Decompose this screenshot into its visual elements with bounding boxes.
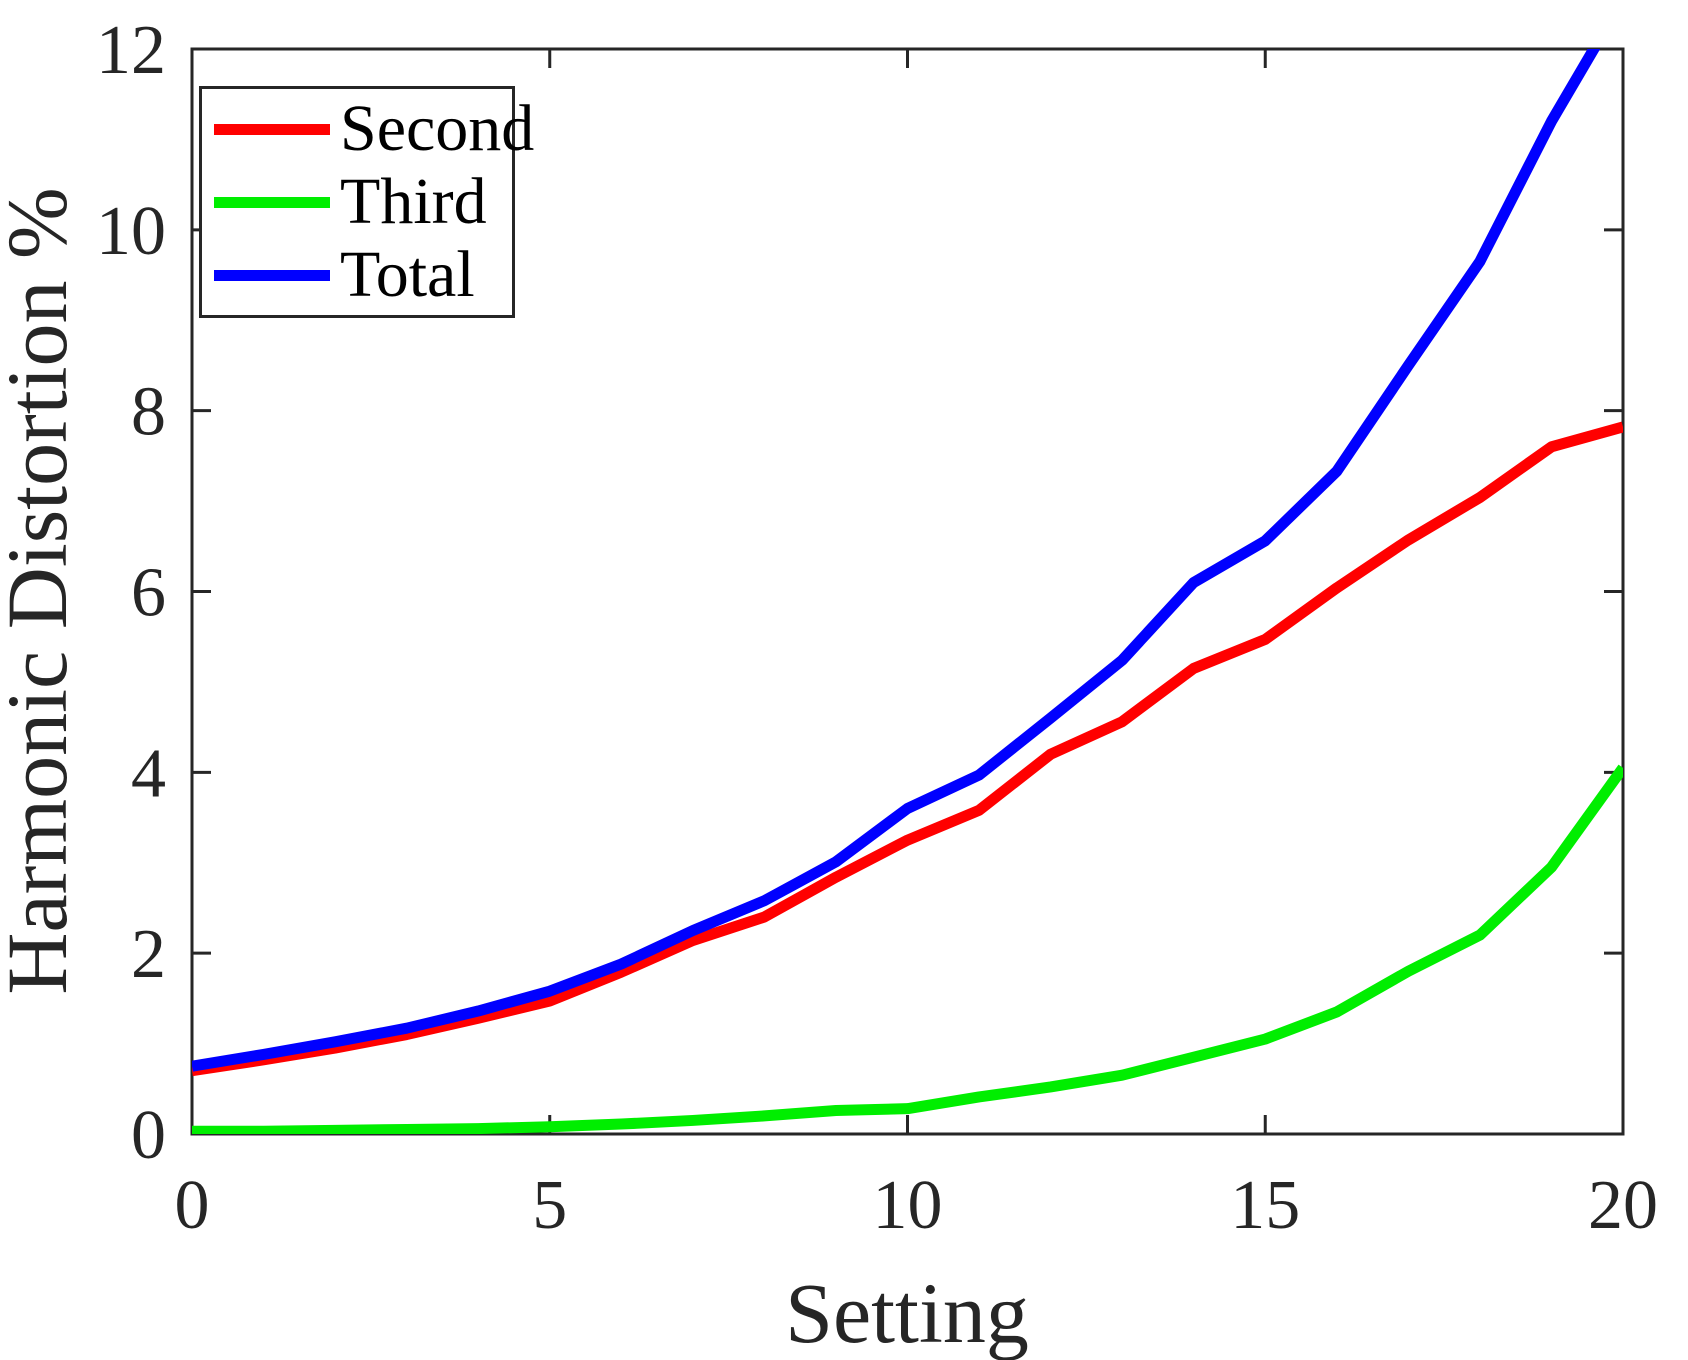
y-tick-label: 8 <box>131 374 166 451</box>
x-tick-label: 5 <box>532 1167 567 1244</box>
y-tick-label: 6 <box>131 555 166 632</box>
x-tick-label: 15 <box>1230 1167 1300 1244</box>
y-tick-label: 12 <box>96 12 166 89</box>
legend-item-total: Total <box>202 242 512 308</box>
legend-label-third: Third <box>340 165 487 238</box>
legend-label-total: Total <box>340 238 475 311</box>
legend-label-second: Second <box>340 92 535 165</box>
y-tick-label: 2 <box>131 916 166 993</box>
legend-line-sample-total <box>214 269 330 281</box>
legend-item-second: Second <box>202 96 534 162</box>
x-tick-label: 0 <box>175 1167 210 1244</box>
legend: Second Third Total <box>199 86 534 318</box>
series-line-second <box>192 421 1623 1077</box>
legend-line-sample-second <box>214 123 330 135</box>
legend-line-sample-third <box>214 196 330 208</box>
x-axis-title: Setting <box>785 1265 1029 1360</box>
y-tick-label: 10 <box>96 193 166 270</box>
legend-item-third: Third <box>202 169 512 235</box>
series-line-total <box>192 49 1601 1072</box>
x-tick-label: 10 <box>873 1167 943 1244</box>
y-axis-title: Harmonic Distortion % <box>0 187 85 994</box>
data-series <box>192 49 1623 1134</box>
axis-tick-labels: 0 5 10 15 20 0 2 4 6 8 10 12 <box>96 12 1658 1244</box>
x-tick-label: 20 <box>1588 1167 1658 1244</box>
series-line-third <box>192 764 1623 1134</box>
y-tick-label: 4 <box>131 735 166 812</box>
y-tick-label: 0 <box>131 1097 166 1174</box>
